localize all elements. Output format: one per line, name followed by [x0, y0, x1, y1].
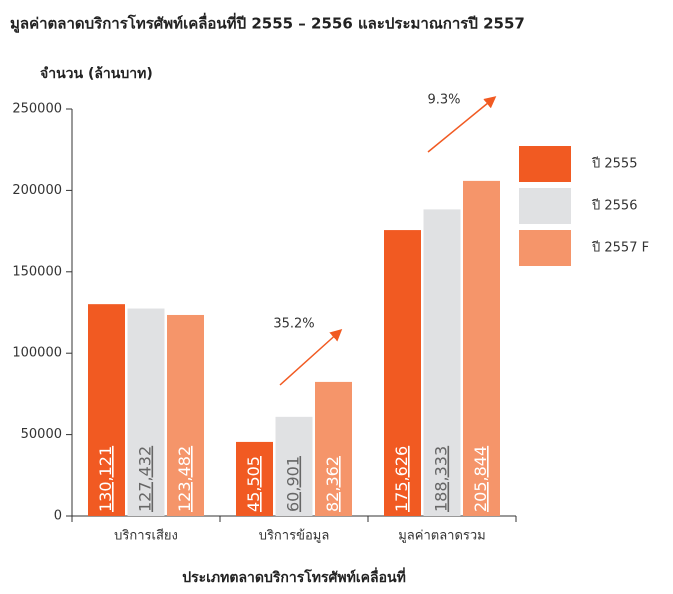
legend-swatch — [519, 230, 571, 266]
bar — [236, 441, 273, 516]
bar — [423, 209, 461, 517]
value-label: 130,121 — [96, 446, 115, 512]
growth-arrow — [427, 96, 497, 153]
chart-title: มูลค่าตลาดบริการโทรศัพท์เคลื่อนที่ปี 255… — [10, 13, 525, 34]
bar — [315, 381, 352, 516]
y-axis-title: จำนวน (ล้านบาท) — [40, 66, 153, 82]
x-axis-title: ประเภทตลาดบริการโทรศัพท์เคลื่อนที่ — [182, 567, 406, 586]
y-tick-label: 100000 — [12, 346, 62, 361]
bar — [384, 230, 421, 516]
legend-label: ปี 2555 — [591, 156, 637, 172]
value-label: 60,901 — [284, 456, 303, 512]
y-tick-label: 200000 — [12, 183, 62, 198]
annotation: 35.2% — [273, 317, 314, 332]
growth-arrow — [279, 328, 343, 386]
value-label: 127,432 — [136, 446, 155, 512]
legend-label: ปี 2557 F — [591, 240, 649, 256]
bar — [167, 314, 204, 516]
bar — [127, 308, 165, 516]
bar — [275, 416, 313, 516]
legend-swatch — [519, 146, 571, 182]
value-label: 188,333 — [432, 446, 451, 512]
x-tick-label: มูลค่าตลาดรวม — [398, 529, 486, 544]
value-label: 82,362 — [323, 456, 342, 512]
y-tick-label: 0 — [54, 509, 62, 524]
value-label: 175,626 — [392, 446, 411, 512]
y-tick-label: 150000 — [12, 264, 62, 279]
annotation: 9.3% — [427, 93, 460, 108]
y-tick-label: 50000 — [21, 427, 62, 442]
y-tick-label: 250000 — [12, 102, 62, 117]
x-tick-label: บริการเสียง — [114, 528, 178, 544]
legend-label: ปี 2556 — [591, 198, 637, 214]
bar — [463, 180, 500, 516]
value-label: 45,505 — [244, 456, 263, 512]
bar — [88, 304, 125, 516]
value-label: 205,844 — [471, 446, 490, 512]
x-tick-label: บริการข้อมูล — [259, 529, 330, 544]
value-label: 123,482 — [175, 446, 194, 512]
legend-swatch — [519, 188, 571, 224]
